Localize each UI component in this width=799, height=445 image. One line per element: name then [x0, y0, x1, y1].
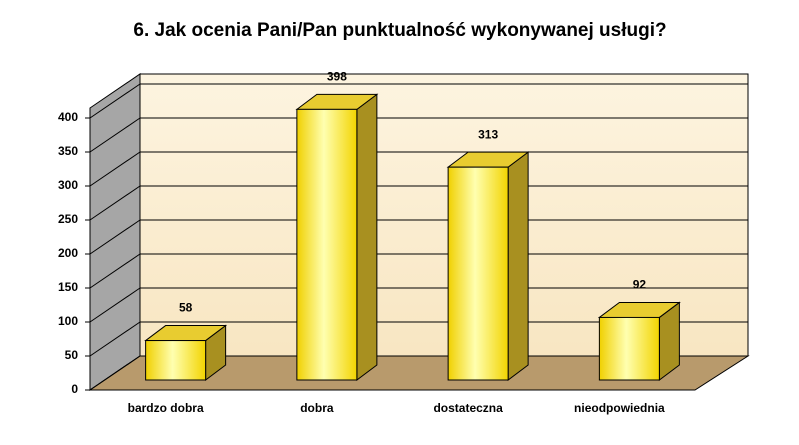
- y-tick-label: 200: [58, 246, 78, 260]
- x-tick-label: bardzo dobra: [128, 401, 204, 415]
- y-tick-label: 250: [58, 212, 78, 226]
- grid-line: [89, 219, 141, 255]
- grid-line: [89, 253, 141, 289]
- value-label: 92: [633, 278, 647, 292]
- y-tick-label: 100: [58, 314, 78, 328]
- x-tick-label: dobra: [300, 401, 334, 415]
- x-tick-label: nieodpowiednia: [574, 401, 665, 415]
- value-label: 58: [179, 301, 193, 315]
- y-tick-label: 350: [58, 144, 78, 158]
- y-tick-label: 150: [58, 280, 78, 294]
- bar: [447, 166, 509, 381]
- y-tick-label: 300: [58, 178, 78, 192]
- bar: [598, 316, 660, 381]
- bar-side: [507, 151, 529, 381]
- y-tick-label: 400: [58, 110, 78, 124]
- side-wall: [89, 73, 141, 391]
- grid-line: [89, 185, 141, 221]
- bar: [145, 340, 207, 381]
- grid-line: [89, 117, 141, 153]
- y-tick-label: 0: [71, 382, 78, 396]
- bar-side: [356, 93, 378, 381]
- grid-line: [89, 355, 141, 391]
- bar: [296, 108, 358, 381]
- grid-line: [89, 83, 141, 119]
- y-tick-label: 50: [65, 348, 79, 362]
- grid-line: [89, 151, 141, 187]
- value-label: 313: [478, 127, 498, 141]
- chart-title: 6. Jak ocenia Pani/Pan punktualność wyko…: [133, 20, 666, 41]
- grid-line: [89, 321, 141, 357]
- grid-line: [89, 287, 141, 323]
- value-label: 398: [327, 70, 347, 84]
- x-tick-label: dostateczna: [433, 401, 503, 415]
